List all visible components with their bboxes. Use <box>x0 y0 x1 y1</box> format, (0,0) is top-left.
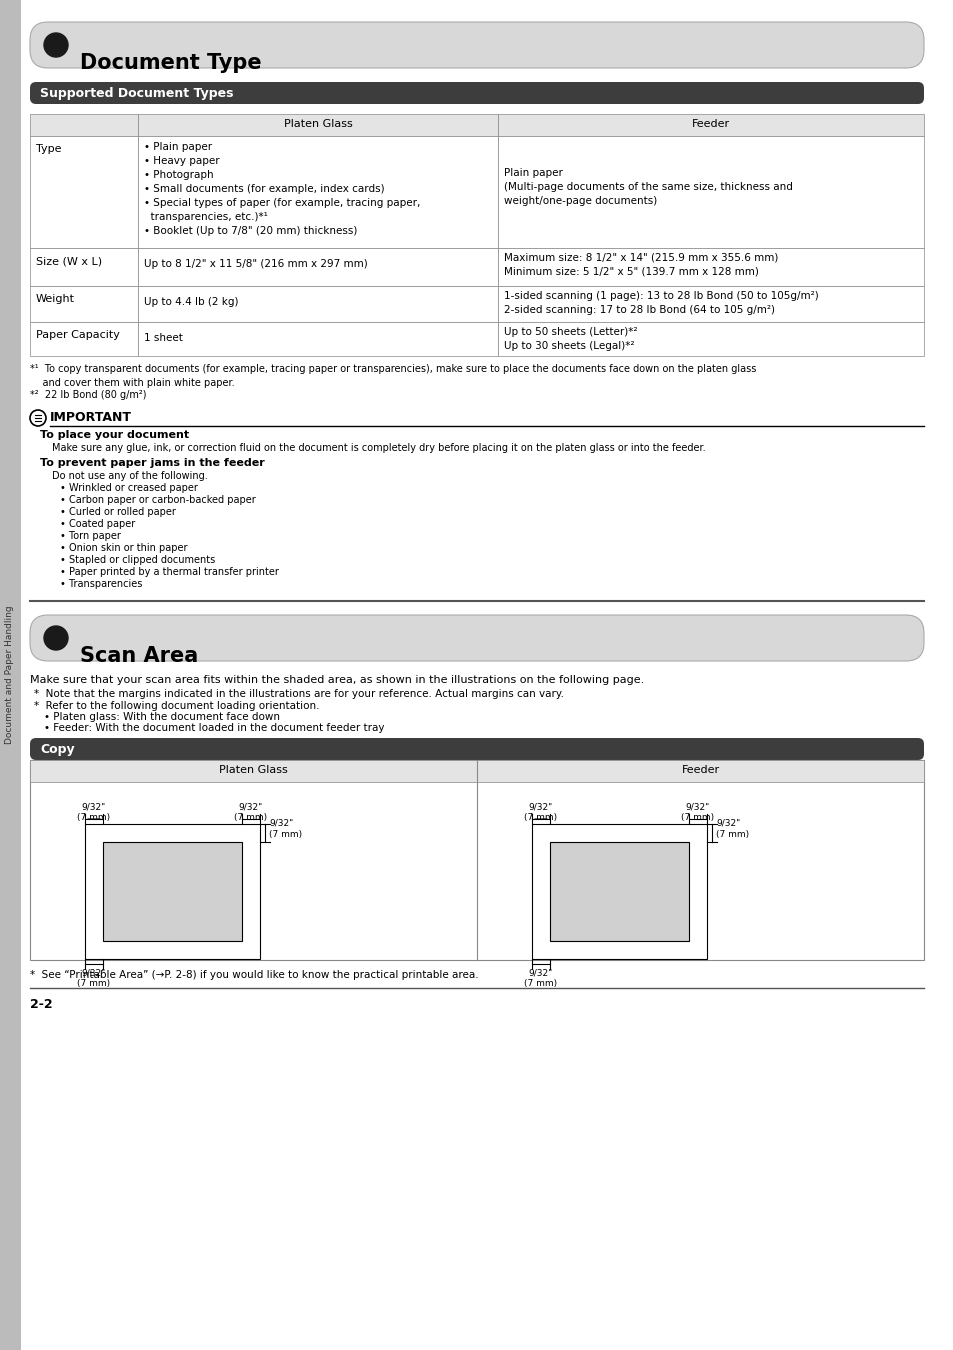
Text: • Feeder: With the document loaded in the document feeder tray: • Feeder: With the document loaded in th… <box>44 724 384 733</box>
Text: • Wrinkled or creased paper: • Wrinkled or creased paper <box>60 483 197 493</box>
Text: *¹  To copy transparent documents (for example, tracing paper or transparencies): *¹ To copy transparent documents (for ex… <box>30 364 756 387</box>
Text: • Onion skin or thin paper: • Onion skin or thin paper <box>60 543 188 554</box>
Text: • Torn paper: • Torn paper <box>60 531 121 541</box>
Bar <box>30 248 138 286</box>
Text: Make sure any glue, ink, or correction fluid on the document is completely dry b: Make sure any glue, ink, or correction f… <box>52 443 705 454</box>
Text: Up to 50 sheets (Letter)*²
Up to 30 sheets (Legal)*²: Up to 50 sheets (Letter)*² Up to 30 shee… <box>503 327 637 351</box>
Bar <box>550 842 688 941</box>
Text: *  Note that the margins indicated in the illustrations are for your reference. : * Note that the margins indicated in the… <box>34 688 563 699</box>
Text: 9/32"
(7 mm): 9/32" (7 mm) <box>716 819 748 840</box>
Circle shape <box>44 626 68 649</box>
Text: • Carbon paper or carbon-backed paper: • Carbon paper or carbon-backed paper <box>60 495 255 505</box>
Circle shape <box>30 410 46 427</box>
Text: Up to 8 1/2" x 11 5/8" (216 mm x 297 mm): Up to 8 1/2" x 11 5/8" (216 mm x 297 mm) <box>144 259 367 269</box>
Bar <box>532 824 706 958</box>
Bar <box>0 0 21 1350</box>
Text: Supported Document Types: Supported Document Types <box>40 86 233 100</box>
FancyBboxPatch shape <box>30 22 923 68</box>
Bar <box>138 113 497 136</box>
Text: Feeder: Feeder <box>680 765 719 775</box>
Text: Paper Capacity: Paper Capacity <box>36 329 120 340</box>
Bar <box>85 824 260 958</box>
Bar <box>138 323 497 356</box>
Text: 9/32"
(7 mm): 9/32" (7 mm) <box>77 968 111 988</box>
Text: 9/32"
(7 mm): 9/32" (7 mm) <box>524 968 557 988</box>
Bar <box>497 286 923 323</box>
Text: Feeder: Feeder <box>691 119 729 130</box>
Text: To place your document: To place your document <box>40 431 189 440</box>
Bar <box>497 113 923 136</box>
Bar <box>138 286 497 323</box>
Bar <box>497 248 923 286</box>
Text: • Curled or rolled paper: • Curled or rolled paper <box>60 508 175 517</box>
Text: • Transparencies: • Transparencies <box>60 579 142 589</box>
Text: • Coated paper: • Coated paper <box>60 518 135 529</box>
Bar <box>497 323 923 356</box>
Text: 9/32"
(7 mm): 9/32" (7 mm) <box>680 802 714 822</box>
Bar <box>138 136 497 248</box>
Text: • Stapled or clipped documents: • Stapled or clipped documents <box>60 555 215 566</box>
Bar <box>30 760 923 960</box>
Bar <box>30 323 138 356</box>
FancyBboxPatch shape <box>30 82 923 104</box>
Text: Copy: Copy <box>40 743 74 756</box>
Text: Weight: Weight <box>36 294 75 304</box>
Text: 9/32"
(7 mm): 9/32" (7 mm) <box>234 802 267 822</box>
Bar <box>497 136 923 248</box>
Text: 9/32"
(7 mm): 9/32" (7 mm) <box>269 819 302 840</box>
Text: • Paper printed by a thermal transfer printer: • Paper printed by a thermal transfer pr… <box>60 567 278 576</box>
Bar <box>30 113 138 136</box>
Text: Plain paper
(Multi-page documents of the same size, thickness and
weight/one-pag: Plain paper (Multi-page documents of the… <box>503 167 792 207</box>
FancyBboxPatch shape <box>30 616 923 662</box>
Text: Document Type: Document Type <box>80 53 261 73</box>
Text: 1-sided scanning (1 page): 13 to 28 lb Bond (50 to 105g/m²)
2-sided scanning: 17: 1-sided scanning (1 page): 13 to 28 lb B… <box>503 292 818 315</box>
Text: Type: Type <box>36 144 61 154</box>
Text: *  Refer to the following document loading orientation.: * Refer to the following document loadin… <box>34 701 319 711</box>
Text: 9/32"
(7 mm): 9/32" (7 mm) <box>77 802 111 822</box>
Text: 1 sheet: 1 sheet <box>144 333 183 343</box>
Text: 9/32"
(7 mm): 9/32" (7 mm) <box>524 802 557 822</box>
Bar <box>30 136 138 248</box>
Circle shape <box>44 32 68 57</box>
Bar <box>138 248 497 286</box>
Text: Size (W x L): Size (W x L) <box>36 256 102 266</box>
Text: IMPORTANT: IMPORTANT <box>50 410 132 424</box>
FancyBboxPatch shape <box>30 738 923 760</box>
Text: 2-2: 2-2 <box>30 998 52 1011</box>
Text: Document and Paper Handling: Document and Paper Handling <box>6 606 14 744</box>
Text: Maximum size: 8 1/2" x 14" (215.9 mm x 355.6 mm)
Minimum size: 5 1/2" x 5" (139.: Maximum size: 8 1/2" x 14" (215.9 mm x 3… <box>503 252 778 277</box>
Bar <box>30 760 476 782</box>
Text: Do not use any of the following.: Do not use any of the following. <box>52 471 208 481</box>
Text: *  See “Printable Area” (→P. 2-8) if you would like to know the practical printa: * See “Printable Area” (→P. 2-8) if you … <box>30 971 478 980</box>
Bar <box>103 842 242 941</box>
Text: *²  22 lb Bond (80 g/m²): *² 22 lb Bond (80 g/m²) <box>30 390 147 400</box>
Text: • Platen glass: With the document face down: • Platen glass: With the document face d… <box>44 711 280 722</box>
Bar <box>30 286 138 323</box>
Text: Up to 4.4 lb (2 kg): Up to 4.4 lb (2 kg) <box>144 297 238 306</box>
Text: Platen Glass: Platen Glass <box>219 765 288 775</box>
Text: To prevent paper jams in the feeder: To prevent paper jams in the feeder <box>40 458 265 468</box>
Text: • Plain paper
• Heavy paper
• Photograph
• Small documents (for example, index c: • Plain paper • Heavy paper • Photograph… <box>144 142 420 236</box>
Text: Platen Glass: Platen Glass <box>283 119 352 130</box>
Text: Scan Area: Scan Area <box>80 647 198 666</box>
Bar <box>476 760 923 782</box>
Text: Make sure that your scan area fits within the shaded area, as shown in the illus: Make sure that your scan area fits withi… <box>30 675 643 684</box>
